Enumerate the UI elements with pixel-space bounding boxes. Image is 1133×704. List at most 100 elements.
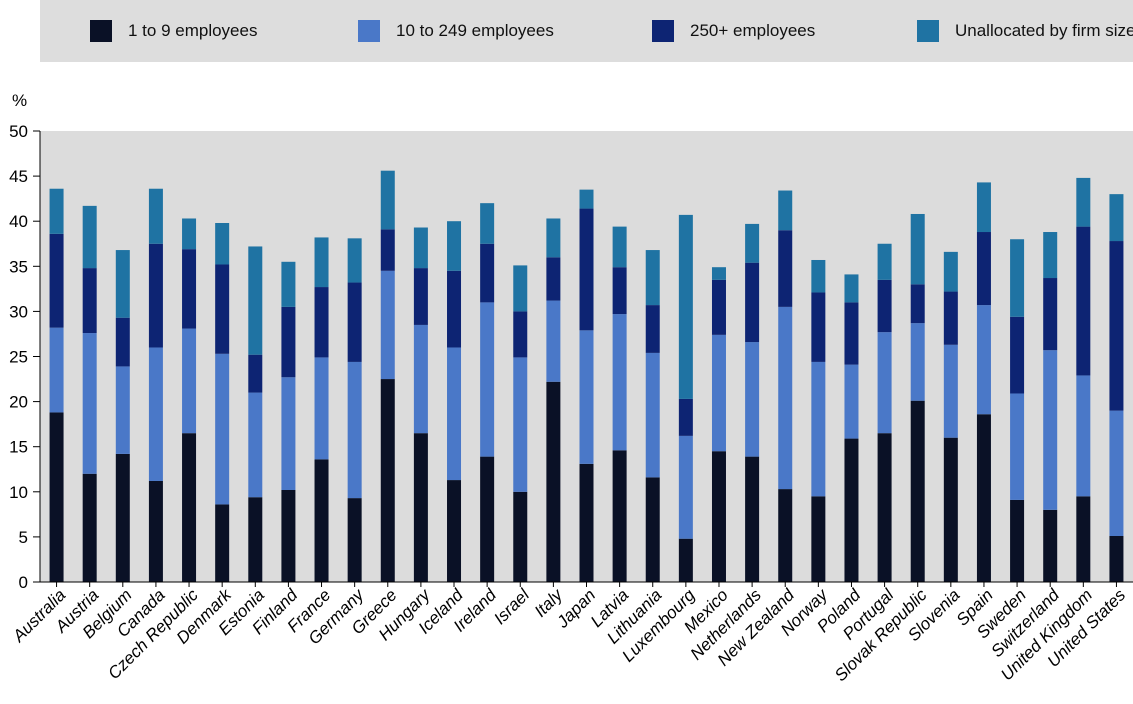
y-tick-label: 50 — [9, 122, 28, 141]
bar-segment — [1109, 241, 1124, 411]
bar-segment — [513, 265, 528, 312]
bar-segment — [678, 538, 693, 582]
bar-segment — [811, 259, 826, 293]
bar-segment — [413, 433, 428, 582]
bar-segment — [82, 268, 97, 334]
bar-segment — [115, 250, 130, 318]
bar-segment — [745, 456, 760, 582]
bar-segment — [943, 437, 958, 582]
legend-item: 10 to 249 employees — [358, 0, 554, 62]
bar-segment — [811, 361, 826, 497]
bar-segment — [447, 270, 462, 348]
bar-segment — [877, 433, 892, 582]
bar-segment — [380, 229, 395, 271]
bar-segment — [480, 243, 495, 303]
bar-segment — [447, 221, 462, 271]
bar-segment — [1109, 536, 1124, 582]
bar-segment — [380, 270, 395, 380]
bar-segment — [778, 306, 793, 490]
bar-segment — [678, 435, 693, 539]
y-axis: 0 5 10 15 20 25 30 35 40 45 50 — [9, 122, 41, 592]
bar-segment — [513, 311, 528, 358]
bar-segment — [115, 453, 130, 582]
bar-segment — [314, 459, 329, 582]
bar-segment — [910, 213, 925, 285]
bar-segment — [1010, 316, 1025, 394]
bar-segment — [1076, 496, 1091, 582]
bar-segment — [612, 226, 627, 268]
legend-swatch — [358, 20, 380, 42]
bar-segment — [413, 324, 428, 434]
legend-label: 250+ employees — [690, 21, 816, 40]
bar-segment — [910, 284, 925, 324]
y-tick-label: 45 — [9, 167, 28, 186]
bar-segment — [480, 203, 495, 244]
bar-segment — [943, 291, 958, 345]
bar-segment — [976, 232, 991, 306]
bar-segment — [844, 302, 859, 365]
bar-segment — [82, 205, 97, 269]
bar-segment — [546, 300, 561, 382]
bar-segment — [182, 328, 197, 434]
bar-segment — [182, 433, 197, 582]
legend: 1 to 9 employees 10 to 249 employees 250+ … — [40, 0, 1133, 62]
bar-segment — [215, 264, 230, 354]
bar-segment — [281, 306, 296, 378]
bar-segment — [148, 243, 163, 348]
bar-segment — [413, 227, 428, 269]
bar-segment — [1010, 499, 1025, 582]
bar-segment — [281, 377, 296, 490]
y-tick-label: 25 — [9, 348, 28, 367]
bar-segment — [513, 357, 528, 492]
bar-segment — [480, 302, 495, 457]
bar-segment — [248, 392, 263, 498]
bar-segment — [778, 230, 793, 307]
bar-segment — [82, 333, 97, 474]
bar-segment — [82, 473, 97, 582]
bar-segment — [877, 332, 892, 434]
bar-segment — [480, 456, 495, 582]
bar-segment — [811, 292, 826, 362]
bar-segment — [745, 342, 760, 457]
y-tick-label: 30 — [9, 302, 28, 321]
bar-segment — [1043, 232, 1058, 279]
bar-segment — [1109, 410, 1124, 536]
bar-segment — [943, 251, 958, 292]
y-tick-label: 15 — [9, 438, 28, 457]
bar-segment — [215, 223, 230, 265]
bar-segment — [281, 490, 296, 582]
y-tick-label: 35 — [9, 257, 28, 276]
legend-label: 10 to 249 employees — [396, 21, 554, 40]
bar-segment — [49, 412, 64, 582]
bar-segment — [645, 250, 660, 306]
legend-swatch — [917, 20, 939, 42]
legend-swatch — [652, 20, 674, 42]
bar-segment — [844, 274, 859, 303]
legend-item: Unallocated by firm size — [917, 0, 1133, 62]
bar-segment — [1076, 226, 1091, 376]
bar-segment — [447, 347, 462, 481]
bar-segment — [976, 182, 991, 233]
bar-segment — [49, 233, 64, 328]
bar-segment — [182, 249, 197, 329]
x-category-label: Israel — [490, 585, 534, 629]
bar-segment — [612, 267, 627, 315]
bar-segment — [347, 361, 362, 499]
bar-segment — [579, 189, 594, 209]
bar-segment — [546, 257, 561, 301]
bar-segment — [976, 414, 991, 582]
bar-segment — [1010, 239, 1025, 317]
bar-segment — [1010, 393, 1025, 500]
bar-segment — [314, 357, 329, 460]
bar-segment — [778, 489, 793, 582]
bar-segment — [215, 353, 230, 505]
bar-segment — [380, 379, 395, 582]
y-tick-label: 5 — [19, 528, 28, 547]
bar-segment — [546, 381, 561, 582]
bar-segment — [844, 364, 859, 439]
bar-segment — [248, 354, 263, 393]
bar-segment — [148, 480, 163, 582]
bar-segment — [745, 262, 760, 343]
y-tick-label: 10 — [9, 483, 28, 502]
bar-segment — [1076, 177, 1091, 227]
